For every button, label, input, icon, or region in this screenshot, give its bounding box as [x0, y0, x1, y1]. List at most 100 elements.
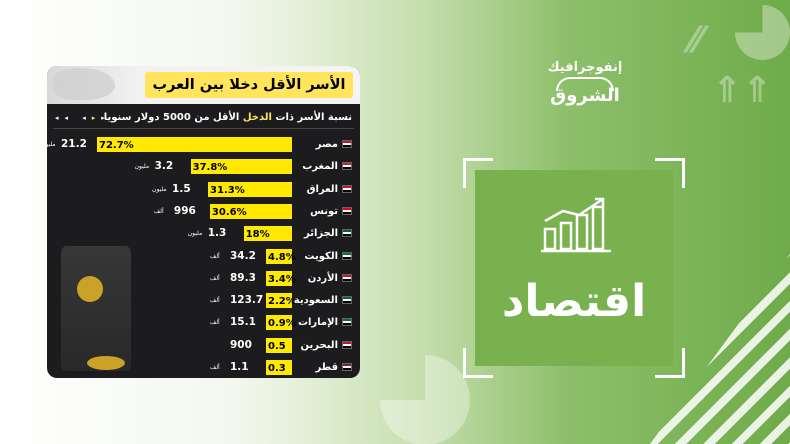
bar-value-label: 3.4% [268, 273, 296, 285]
country-label: تونس [310, 205, 338, 217]
bar-value-label: 2.2% [268, 296, 296, 308]
bar-chart-growth-icon [541, 197, 611, 253]
count-unit: مليون [47, 141, 56, 148]
household-count: 34.2 [230, 249, 256, 262]
chart-row: 0.3 1.1 ألف قطر [47, 359, 360, 377]
household-count: 21.2 [61, 138, 87, 150]
country-label: قطر [315, 362, 338, 373]
chart-row: 37.8% 3.2 مليون المغرب [47, 158, 360, 176]
country-label: العراق [306, 183, 338, 195]
household-count: 3.2 [154, 160, 174, 173]
arab-map-icon [53, 68, 115, 100]
infographic-card: الأسر الأقل دخلا بين العرب ◂◂ ◂▸▸ نسبة ا… [47, 66, 360, 378]
country-flag-icon [342, 162, 352, 171]
chart-subtitle: نسبة الأسر ذات الدخل الأقل من 5000 دولار… [103, 112, 352, 123]
chart-title: الأسر الأقل دخلا بين العرب [145, 72, 353, 98]
household-count: 1.1 [230, 361, 249, 373]
frame-corner [463, 158, 493, 188]
country-label: مصر [315, 139, 338, 150]
chart-bar: 2.2% [266, 293, 296, 309]
background-arrows-decoration: ⇑⇑ [712, 70, 773, 111]
country-label: الجزائر [303, 228, 338, 240]
chart-row: 0.9% 15.1 ألف الإمارات [47, 314, 360, 332]
bar-value-label: 72.7% [99, 140, 134, 151]
count-unit: ألف [210, 297, 220, 305]
frame-corner [655, 348, 685, 378]
background-pie-decoration [380, 355, 470, 444]
count-unit: مليون [187, 230, 203, 238]
chart-bar: 72.7% [97, 137, 292, 152]
country-label: المغرب [302, 161, 338, 173]
country-label: البحرين [300, 339, 338, 351]
country-flag-icon [342, 184, 352, 193]
background-lines-decoration: ⁄⁄ [690, 20, 703, 61]
country-flag-icon [342, 318, 352, 327]
chart-row: 31.3% 1.5 مليون العراق [47, 181, 360, 199]
chart-bar: 18% [243, 226, 292, 242]
count-unit: ألف [210, 364, 220, 371]
frame-corner [655, 158, 685, 188]
bar-value-label: 37.8% [192, 162, 228, 174]
chart-row: 72.7% 21.2 مليون مصر [47, 136, 360, 154]
country-flag-icon [342, 206, 352, 215]
country-label: السعودية [293, 295, 338, 307]
country-flag-icon [342, 229, 352, 238]
chart-bar: 4.8% [266, 248, 296, 264]
category-label: اقتصاد [501, 276, 647, 327]
country-flag-icon [342, 273, 352, 282]
household-count: 996 [173, 204, 196, 217]
country-flag-icon [342, 296, 352, 305]
chart-bar: 0.9% [266, 315, 296, 331]
bar-value-label: 18% [245, 229, 270, 241]
coin-icon [87, 356, 125, 370]
count-unit: ألف [210, 274, 220, 282]
brand-logo: إنفوجرافيك الشروق [535, 60, 635, 106]
category-box: اقتصاد [475, 170, 673, 366]
count-unit: ألف [153, 207, 164, 215]
coin-icon [77, 276, 103, 302]
country-flag-icon [342, 363, 352, 371]
brand-name: الشروق [550, 85, 620, 106]
count-unit: ألف [210, 252, 220, 260]
chart-row: 18% 1.3 مليون الجزائر [47, 225, 360, 243]
bar-value-label: 4.8% [268, 251, 296, 263]
country-label: الكويت [304, 250, 338, 262]
divider [53, 128, 354, 129]
household-count: 1.3 [207, 227, 227, 240]
chart-bar: 30.6% [209, 203, 292, 219]
chart-row: 3.4% 89.3 ألف الأردن [47, 270, 360, 288]
country-label: الإمارات [297, 317, 338, 329]
count-unit: مليون [152, 185, 167, 193]
bar-value-label: 0.3 [268, 363, 286, 374]
bar-value-label: 0.9% [268, 318, 296, 330]
country-flag-icon [342, 251, 352, 260]
chart-bar: 37.8% [190, 159, 292, 175]
bar-value-label: 0.5 [268, 340, 286, 352]
household-count: 123.7 [230, 294, 264, 307]
category-frame: اقتصاد [463, 158, 685, 378]
chart-bar: 3.4% [266, 270, 296, 286]
brand-section: إنفوجرافيك [547, 60, 623, 75]
chart-row: 30.6% 996 ألف تونس [47, 203, 360, 221]
chart-bar: 0.3 [266, 360, 292, 375]
household-count: 900 [230, 338, 252, 351]
chart-row: 0.5 900 البحرين [47, 337, 360, 355]
chart-row: 4.8% 34.2 ألف الكويت [47, 248, 360, 266]
bar-value-label: 31.3% [210, 184, 245, 196]
household-count: 89.3 [230, 271, 256, 284]
frame-corner [463, 348, 493, 378]
household-count: 1.5 [172, 182, 191, 195]
bar-value-label: 30.6% [211, 206, 247, 218]
country-flag-icon [342, 340, 352, 349]
household-count: 15.1 [230, 316, 256, 329]
chart-bar: 0.5 [266, 337, 292, 353]
chart-row: 2.2% 123.7 ألف السعودية [47, 292, 360, 310]
count-unit: مليون [134, 163, 150, 171]
arrows-decoration: ◂◂ ◂▸▸ [55, 114, 111, 122]
money-illustration [61, 246, 131, 371]
country-flag-icon [342, 140, 352, 148]
count-unit: ألف [210, 319, 220, 327]
background-pie-decoration [735, 5, 790, 60]
country-label: الأردن [307, 272, 338, 284]
chart-bar: 31.3% [208, 181, 292, 197]
